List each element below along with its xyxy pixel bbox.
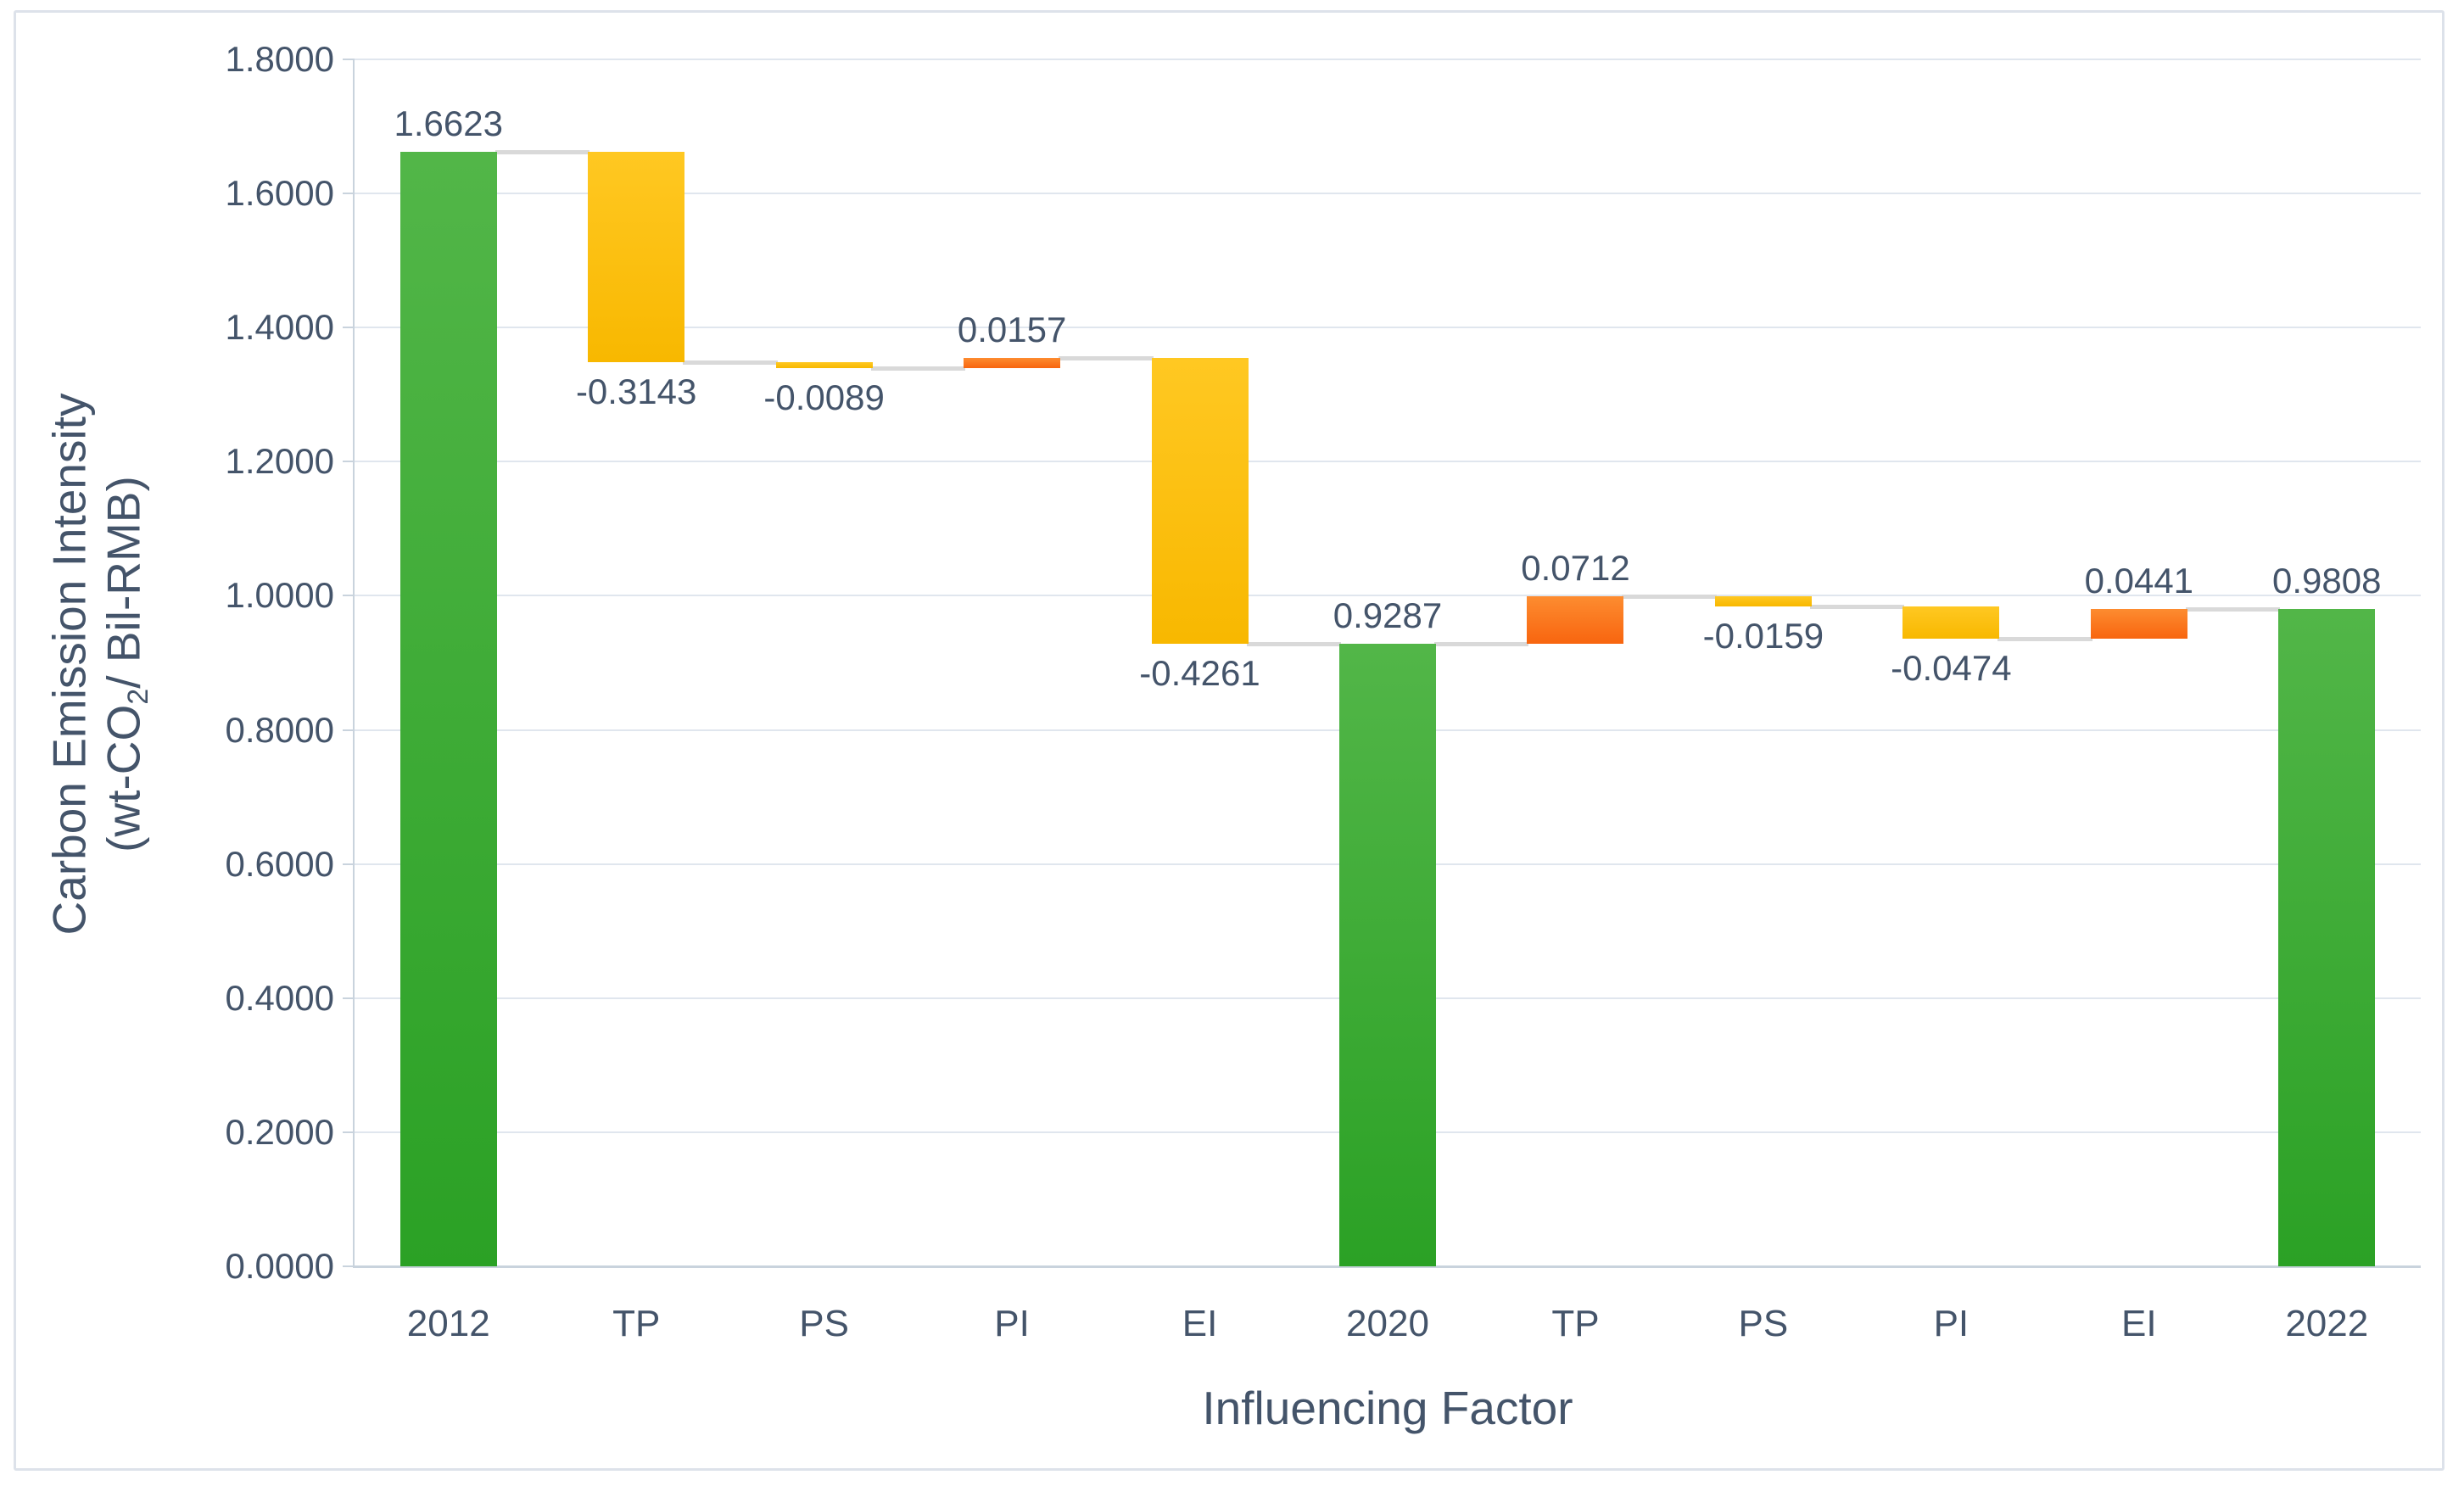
bar-2022-total: [2278, 608, 2376, 1266]
x-axis-line: [353, 1265, 2421, 1268]
bar-value-label: -0.0089: [763, 377, 885, 418]
y-tick-label: 1.0000: [225, 575, 334, 616]
x-axis-title: Influencing Factor: [1202, 1382, 1573, 1434]
y-tick-mark: [343, 863, 355, 865]
bar-pi-increase: [964, 357, 1061, 369]
bar-value-label: -0.0474: [1891, 647, 2012, 688]
gridline: [355, 595, 2421, 597]
bar-ei-decrease: [1151, 357, 1249, 644]
connector-line: [870, 366, 966, 372]
bar-value-label: 0.0441: [2084, 560, 2194, 601]
y-tick-mark: [343, 1265, 355, 1267]
bar-ps-decrease: [1714, 595, 1812, 607]
bar-ps-decrease: [775, 362, 873, 369]
y-tick-mark: [343, 327, 355, 329]
connector-line: [1434, 641, 1529, 646]
y-tick-mark: [343, 1131, 355, 1133]
y-tick-label: 1.8000: [225, 39, 334, 79]
bar-ei-increase: [2090, 608, 2187, 639]
bar-2012-total: [399, 151, 497, 1266]
gridline: [355, 461, 2421, 463]
y-tick-label: 1.6000: [225, 173, 334, 214]
bar-value-label: 0.0712: [1521, 547, 1630, 588]
y-tick-label: 0.8000: [225, 709, 334, 750]
connector-line: [683, 360, 778, 366]
bar-value-label: -0.3143: [575, 372, 697, 412]
x-tick-label: PI: [994, 1303, 1030, 1344]
connector-line: [1246, 641, 1341, 646]
connector-line: [1809, 605, 1905, 610]
y-tick-label: 0.0000: [225, 1246, 334, 1286]
y-tick-label: 1.4000: [225, 307, 334, 348]
y-tick-mark: [343, 729, 355, 731]
connector-line: [2185, 606, 2281, 612]
x-tick-label: TP: [612, 1303, 661, 1344]
x-tick-label: EI: [1182, 1303, 1218, 1344]
bar-value-label: 1.6623: [394, 103, 503, 143]
y-tick-label: 0.4000: [225, 977, 334, 1018]
bar-2020-total: [1339, 643, 1436, 1266]
x-tick-label: 2012: [406, 1303, 490, 1344]
gridline: [355, 193, 2421, 195]
bar-value-label: 0.9287: [1333, 595, 1443, 635]
x-tick-label: TP: [1551, 1303, 1600, 1344]
y-tick-label: 1.2000: [225, 441, 334, 482]
bar-value-label: 0.0157: [957, 309, 1067, 349]
bar-tp-increase: [1527, 595, 1624, 644]
x-tick-label: EI: [2121, 1303, 2157, 1344]
bar-value-label: -0.4261: [1139, 652, 1260, 693]
connector-line: [1059, 355, 1154, 360]
bar-value-label: -0.0159: [1702, 616, 1824, 656]
x-tick-label: PI: [1933, 1303, 1970, 1344]
y-tick-label: 0.2000: [225, 1111, 334, 1152]
x-tick-label: PS: [799, 1303, 849, 1344]
y-tick-label: 0.6000: [225, 843, 334, 884]
bar-value-label: 0.9808: [2272, 560, 2382, 601]
bar-tp-decrease: [588, 151, 685, 363]
y-tick-mark: [343, 997, 355, 999]
connector-line: [1622, 594, 1717, 599]
y-tick-mark: [343, 461, 355, 463]
gridline: [355, 327, 2421, 329]
x-tick-label: 2022: [2285, 1303, 2369, 1344]
y-tick-mark: [343, 193, 355, 195]
bar-pi-decrease: [1902, 606, 2000, 639]
y-axis-line: [353, 59, 355, 1268]
x-tick-label: 2020: [1346, 1303, 1429, 1344]
connector-line: [1997, 636, 2092, 641]
y-tick-mark: [343, 59, 355, 60]
y-tick-mark: [343, 595, 355, 597]
connector-line: [494, 149, 590, 154]
x-tick-label: PS: [1738, 1303, 1789, 1344]
gridline: [355, 59, 2421, 60]
